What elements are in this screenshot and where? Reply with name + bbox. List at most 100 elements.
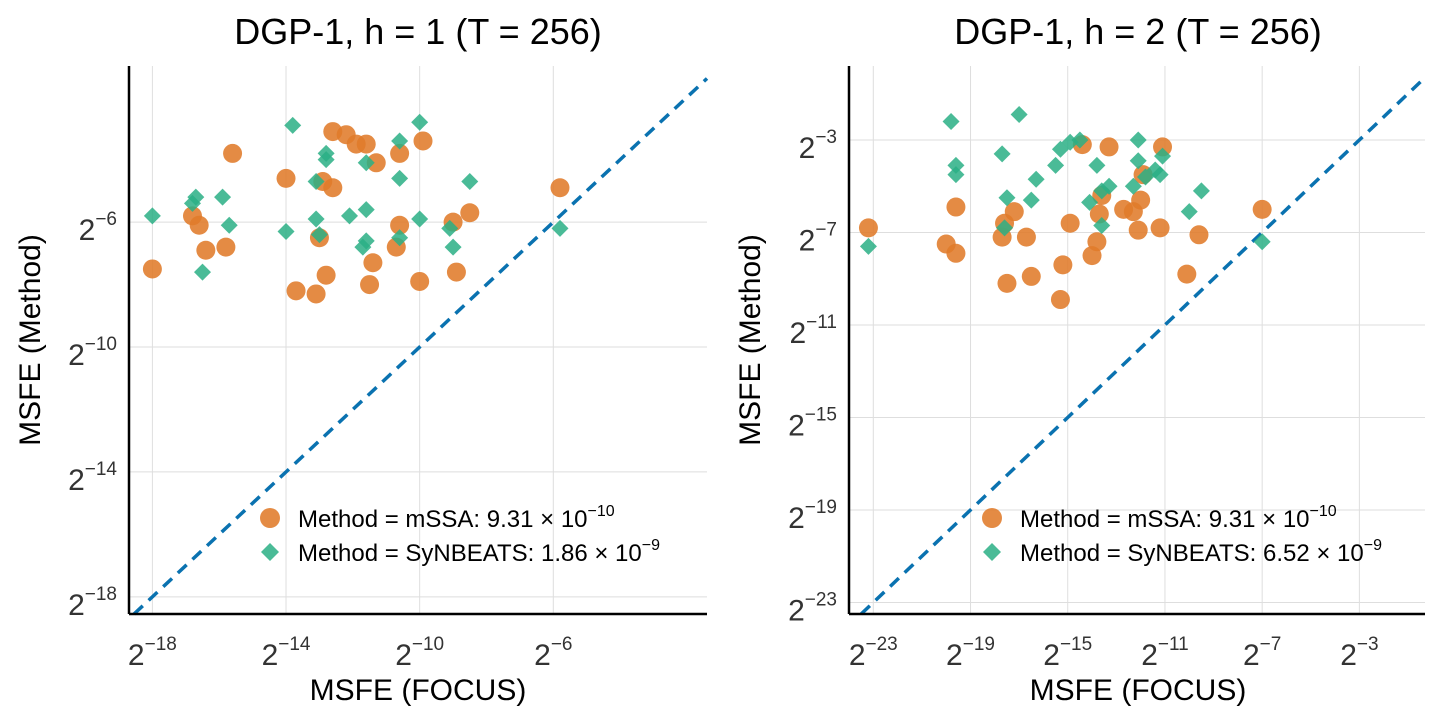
- synbeats-point: [187, 188, 205, 206]
- y-tick-label: 2−11: [789, 312, 837, 350]
- synbeats-point: [1071, 131, 1089, 149]
- synbeats-point: [1129, 152, 1147, 170]
- mssa-point: [1128, 220, 1148, 240]
- legend-mssa-label: Method = mSSA: 9.31 × 10−10: [298, 503, 615, 533]
- mssa-point: [223, 143, 243, 163]
- legend-mssa-marker: [982, 508, 1002, 528]
- synbeats-point: [444, 238, 462, 256]
- mssa-point: [1050, 290, 1070, 310]
- chart-title-h1: DGP-1, h = 1 (T = 256): [234, 11, 602, 52]
- mssa-point: [276, 168, 296, 188]
- mssa-point: [286, 281, 306, 301]
- y-tick-label: 2−14: [68, 459, 117, 497]
- mssa-point: [390, 143, 410, 163]
- points-h2: [858, 106, 1272, 310]
- ticks-h2: 2−23 2−19 2−15 2−11 2−7 2−3 2−23 2−19 2−15 2−11 2−…: [788, 127, 1378, 672]
- synbeats-point: [998, 189, 1016, 207]
- legend-synbeats-marker: [261, 543, 279, 561]
- y-tick-label: 2−6: [79, 209, 117, 247]
- synbeats-point: [461, 173, 479, 191]
- mssa-point: [196, 240, 216, 260]
- legend-synbeats-label: Method = SyNBEATS: 1.86 × 10−9: [298, 537, 660, 567]
- synbeats-point: [1180, 203, 1198, 221]
- synbeats-point: [310, 226, 328, 244]
- synbeats-point: [441, 219, 459, 237]
- mssa-point: [1021, 266, 1041, 286]
- synbeats-point: [214, 188, 232, 206]
- mssa-point: [1087, 232, 1107, 252]
- mssa-point: [1004, 202, 1024, 222]
- legend-mssa-marker: [260, 508, 280, 528]
- synbeats-point: [341, 207, 359, 225]
- synbeats-point: [1192, 182, 1210, 200]
- synbeats-point: [1010, 106, 1028, 124]
- mssa-point: [189, 215, 209, 235]
- synbeats-point: [1081, 193, 1099, 211]
- legend-mssa-label: Method = mSSA: 9.31 × 10−10: [1020, 503, 1337, 533]
- legend-synbeats-marker: [983, 543, 1001, 561]
- synbeats-point: [143, 207, 161, 225]
- panel-h2: 2−23 2−19 2−15 2−11 2−7 2−3 2−23 2−19 2−15 2−11 2−…: [734, 11, 1427, 707]
- mssa-point: [410, 271, 430, 291]
- x-tick-label: 2−19: [946, 634, 995, 672]
- synbeats-point: [1129, 131, 1147, 149]
- mssa-point: [1252, 199, 1272, 219]
- synbeats-point: [1047, 156, 1065, 174]
- mssa-point: [306, 284, 326, 304]
- synbeats-point: [357, 232, 375, 250]
- mssa-point: [216, 237, 236, 257]
- synbeats-point: [411, 113, 429, 131]
- chart-title-h2: DGP-1, h = 2 (T = 256): [954, 11, 1322, 52]
- y-axis-label-h1: MSFE (Method): [14, 234, 47, 446]
- legend-h1: Method = mSSA: 9.31 × 10−10 Method = SyNB…: [260, 503, 660, 567]
- synbeats-point: [1022, 191, 1040, 209]
- synbeats-point: [947, 166, 965, 184]
- mssa-point: [446, 262, 466, 282]
- synbeats-point: [391, 169, 409, 187]
- synbeats-point: [411, 210, 429, 228]
- synbeats-point: [942, 112, 960, 130]
- mssa-point: [1150, 218, 1170, 238]
- mssa-point: [1153, 137, 1173, 157]
- x-tick-label: 2−14: [262, 634, 311, 672]
- x-tick-label: 2−3: [1340, 634, 1378, 672]
- mssa-point: [1099, 137, 1119, 157]
- ticks-h1: 2−18 2−14 2−10 2−6 2−18 2−14 2−10 2−6: [68, 209, 572, 672]
- mssa-point: [316, 265, 336, 285]
- panel-h1: 2−18 2−14 2−10 2−6 2−18 2−14 2−10 2−6 DGP-1, h …: [14, 11, 709, 707]
- y-tick-label: 2−18: [68, 584, 117, 622]
- identity-reference-line-h1: [132, 77, 709, 616]
- mssa-point: [356, 134, 376, 154]
- mssa-point: [1177, 264, 1197, 284]
- mssa-point: [363, 253, 383, 273]
- identity-reference-line-h2: [859, 76, 1427, 616]
- mssa-point: [1189, 225, 1209, 245]
- x-tick-label: 2−23: [849, 634, 898, 672]
- y-tick-label: 2−7: [799, 219, 837, 257]
- synbeats-point: [551, 219, 569, 237]
- mssa-point: [460, 203, 480, 223]
- x-tick-label: 2−18: [128, 634, 177, 672]
- synbeats-point: [1027, 170, 1045, 188]
- synbeats-point: [1088, 156, 1106, 174]
- synbeats-point: [993, 145, 1011, 163]
- synbeats-point: [1093, 217, 1111, 235]
- mssa-point: [366, 153, 386, 173]
- mssa-point: [858, 218, 878, 238]
- synbeats-point: [1253, 233, 1271, 251]
- y-tick-label: 2−15: [788, 404, 837, 442]
- synbeats-point: [391, 132, 409, 150]
- synbeats-point: [859, 237, 877, 255]
- mssa-point: [1053, 255, 1073, 275]
- y-tick-label: 2−19: [788, 497, 837, 535]
- mssa-point: [142, 259, 162, 279]
- mssa-point: [323, 178, 343, 198]
- points-h1: [142, 113, 570, 304]
- x-tick-label: 2−11: [1141, 634, 1189, 672]
- synbeats-point: [996, 219, 1014, 237]
- mssa-point: [997, 273, 1017, 293]
- mssa-point: [1060, 213, 1080, 233]
- mssa-point: [390, 215, 410, 235]
- x-axis-label-h2: MSFE (FOCUS): [1030, 674, 1247, 707]
- y-tick-label: 2−3: [799, 127, 837, 165]
